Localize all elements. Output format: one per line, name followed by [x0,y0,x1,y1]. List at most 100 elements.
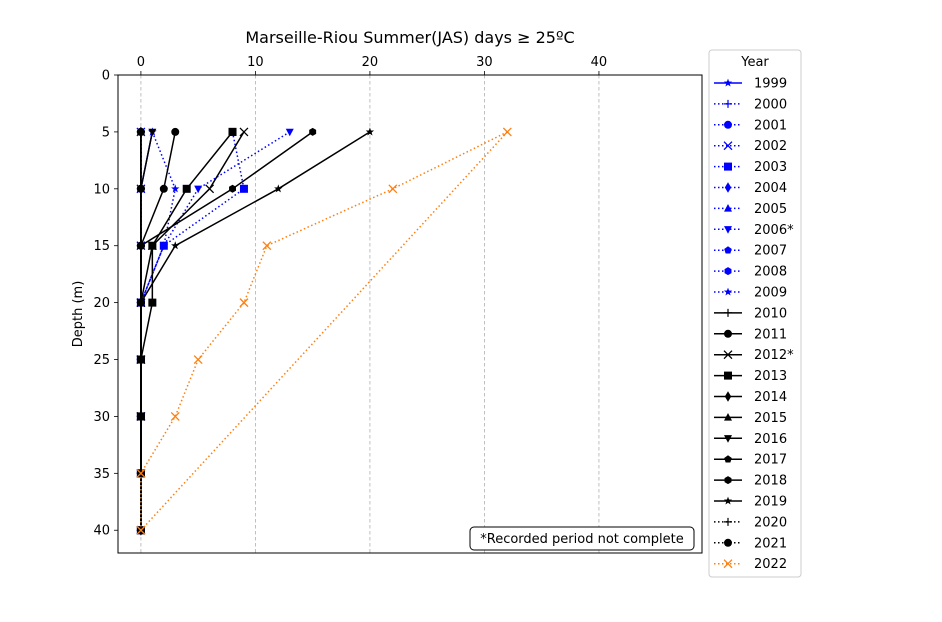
legend-item-2009: 2009 [714,286,787,301]
legend-marker-2004 [724,182,732,193]
legend-label-2015: 2015 [754,411,787,426]
legend-marker-2003 [724,162,732,171]
annotation-frame [469,526,695,551]
data-point-2021-4 [136,355,145,364]
legend-label-2022: 2022 [754,557,787,572]
legend-label-2010: 2010 [754,306,787,321]
legend-marker-2007 [724,246,732,254]
data-point-2012-0 [239,127,249,137]
axis-ticks: 0 10 20 30 40 0 5 10 15 20 25 30 35 40 [93,55,607,539]
series-2013 [136,127,237,535]
data-point-2021-5 [136,412,145,421]
data-point-2022-5 [170,411,180,421]
legend-marker-2014 [724,391,732,402]
data-point-2013-1 [182,184,191,193]
legend-title: Year [740,55,769,70]
grid-lines [140,75,600,553]
legend-item-2010: 2010 [714,306,787,321]
data-point-2018-0 [309,127,317,136]
data-point-2011-1 [159,184,168,193]
data-point-2013-0 [228,127,237,136]
legend-marker-2016 [724,435,732,443]
data-point-2021-3 [136,298,145,307]
annotation-text: *Recorded period not complete [480,532,684,547]
data-point-2009-1 [171,184,180,193]
series-line-2018 [140,131,314,531]
legend-marker-2000 [724,99,732,108]
legend-marker-2019 [723,496,733,505]
x-tick-label-30: 30 [476,55,493,70]
y-tick-label-20: 20 [93,296,110,311]
legend-label-2021: 2021 [754,536,787,551]
legend-item-2015: 2015 [714,411,787,426]
annotation-box: *Recorded period not complete [469,526,695,551]
data-point-2019-2 [171,241,180,250]
series-layer [136,126,512,536]
legend-marker-2005 [724,204,732,212]
legend-marker-2006 [724,226,732,234]
legend-label-2006: 2006* [754,223,794,238]
legend-item-2005: 2005 [714,202,787,217]
y-axis-label: Depth (m) [71,281,86,348]
data-point-2013-2 [148,241,157,250]
data-point-2022-2 [262,241,272,251]
data-point-2009-2 [159,241,168,250]
legend-label-2005: 2005 [754,202,787,217]
legend-marker-2013 [724,371,732,380]
legend-marker-2015 [724,413,732,421]
series-line-2022 [140,131,508,531]
legend-marker-2018 [724,476,732,485]
y-tick-label-25: 25 [93,353,110,368]
legend-label-2009: 2009 [754,286,787,301]
legend-item-2017: 2017 [714,453,787,468]
legend-item-2001: 2001 [714,118,787,133]
data-point-2016-0 [148,128,157,137]
data-point-2022-4 [193,355,203,364]
legend-marker-2001 [724,120,732,129]
data-point-2018-1 [229,184,236,193]
legend-item-2020: 2020 [714,515,787,530]
legend-label-2003: 2003 [754,160,787,175]
legend-marker-2017 [724,455,732,463]
x-tick-label-20: 20 [362,55,379,70]
series-line-extra-24 [140,131,508,531]
data-point-2022-1 [388,184,398,194]
legend-marker-2008 [724,267,732,276]
legend-label-2002: 2002 [754,139,787,154]
legend-label-2013: 2013 [754,369,787,384]
legend-item-2002: 2002 [714,139,787,154]
data-point-2013-3 [148,298,157,307]
data-point-2006-1 [194,185,203,194]
legend-item-1999: 1999 [714,77,787,92]
x-tick-label-10: 10 [247,55,264,70]
legend-label-2000: 2000 [754,97,787,112]
legend-label-2007: 2007 [754,244,787,259]
y-tick-label-10: 10 [93,182,110,197]
legend-label-2020: 2020 [754,515,787,530]
y-tick-label-15: 15 [93,239,110,254]
legend-label-2004: 2004 [754,181,787,196]
y-tick-label-40: 40 [93,524,110,539]
plot-frame [117,74,703,554]
legend-marker-2009 [723,287,733,296]
legend-label-2016: 2016 [754,432,787,447]
y-tick-label-30: 30 [93,410,110,425]
data-point-2006-0 [285,128,294,137]
legend-label-2012: 2012* [754,348,794,363]
legend-item-2011: 2011 [714,327,787,342]
data-point-2021-2 [136,241,145,250]
legend-item-2022: 2022 [714,557,787,572]
data-point-2019-1 [274,184,283,193]
legend-item-2012: 2012* [714,348,794,363]
legend-item-2019: 2019 [714,495,787,510]
y-tick-label-0: 0 [102,69,110,84]
legend-label-2018: 2018 [754,474,787,489]
x-tick-label-40: 40 [591,55,608,70]
legend-marker-2012 [723,350,733,360]
data-point-2021-0 [136,127,145,136]
legend-label-2019: 2019 [754,495,787,510]
legend-item-2013: 2013 [714,369,787,384]
data-point-2021-1 [136,184,145,193]
legend-marker-1999 [723,78,733,87]
